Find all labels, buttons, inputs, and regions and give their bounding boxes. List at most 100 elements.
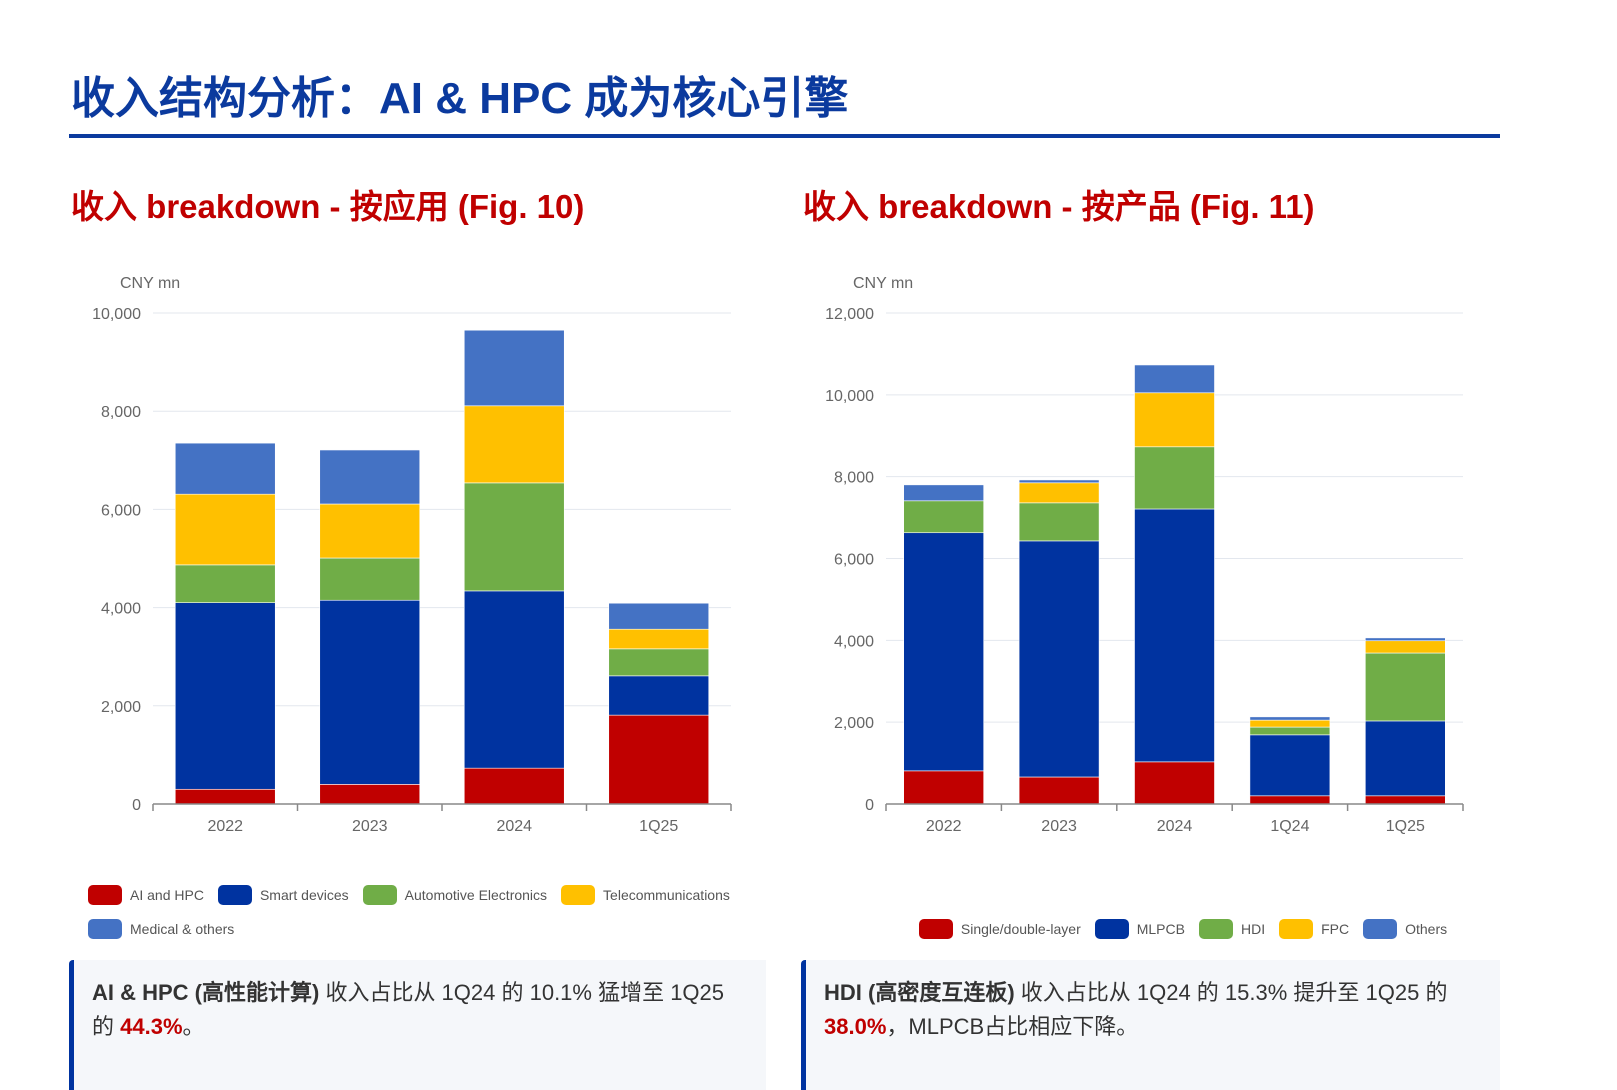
legend-swatch (561, 885, 596, 905)
bar-segment (1134, 508, 1215, 763)
bar-segment (1365, 652, 1446, 722)
bar-segment (1134, 364, 1215, 394)
bar-segment (903, 484, 985, 502)
legend-item: Single/double-layer (918, 912, 1081, 946)
x-tick-label: 1Q25 (639, 818, 678, 835)
legend-swatch (1094, 919, 1129, 939)
legend-swatch (88, 919, 122, 939)
bar-segment (1018, 540, 1100, 778)
legend-label: AI and HPC (130, 887, 204, 903)
bar-segment (903, 770, 985, 805)
legend-item: Telecommunications (561, 878, 730, 912)
bar-segment (463, 482, 565, 592)
legend-swatch (88, 885, 122, 905)
x-tick-label: 2024 (1157, 818, 1193, 835)
y-tick-label: 0 (865, 797, 874, 814)
x-tick-label: 2023 (352, 818, 388, 835)
bar-segment (1249, 795, 1331, 805)
y-tick-label: 2,000 (834, 715, 874, 732)
bar-segment (1018, 502, 1100, 542)
bar-segment (608, 602, 710, 630)
legend-item: HDI (1198, 912, 1266, 946)
callout-text: 收入占比从 1Q24 的 10.1% 猛增至 1Q25 的 (92, 980, 725, 1039)
bar-segment (608, 628, 710, 650)
legend-label: FPC (1321, 921, 1350, 937)
x-tick-label: 2022 (926, 818, 962, 835)
x-tick-label: 2023 (1041, 818, 1077, 835)
bar-segment (1134, 392, 1215, 448)
legend-label: Medical & others (130, 921, 235, 937)
bar-segment (463, 767, 565, 805)
title-divider (69, 134, 1500, 138)
bar-segment (1365, 640, 1446, 654)
y-tick-label: 6,000 (101, 502, 141, 519)
legend-label: Smart devices (259, 887, 349, 903)
legend-swatch (1363, 919, 1398, 939)
legend-product: Single/double-layer MLPCB HDI FPC Others (880, 912, 1500, 946)
bar-segment (463, 405, 565, 484)
legend-item: MLPCB (1094, 912, 1185, 946)
callout-ai-hpc: AI & HPC (高性能计算) 收入占比从 1Q24 的 10.1% 猛增至 … (69, 960, 766, 1090)
y-tick-label: 10,000 (825, 388, 874, 405)
bar-segment (1365, 637, 1446, 642)
y-tick-label: 12,000 (825, 306, 874, 323)
y-tick-label: 8,000 (834, 470, 874, 487)
bar-segment (1365, 720, 1446, 797)
bar-segment (1249, 734, 1331, 797)
y-tick-label: 4,000 (834, 633, 874, 650)
y-axis-unit-application: CNY mn (120, 275, 181, 292)
legend-item: Others (1363, 912, 1447, 946)
chart-title-application: 收入 breakdown - 按应用 (Fig. 10) (71, 188, 585, 225)
x-tick-label: 2022 (207, 818, 243, 835)
bar-segment (319, 599, 421, 785)
bar-segment (174, 564, 276, 603)
callout-bold: AI & HPC (高性能计算) (92, 980, 320, 1005)
callout-text: 收入占比从 1Q24 的 15.3% 提升至 1Q25 的 (1014, 980, 1448, 1005)
callout-highlight: 38.0% (824, 1014, 887, 1039)
legend-item: Smart devices (217, 878, 349, 912)
legend-swatch (217, 885, 252, 905)
y-tick-label: 8,000 (101, 404, 141, 421)
bar-segment (463, 590, 565, 769)
bar-segment (174, 442, 276, 495)
legend-label: MLPCB (1136, 921, 1185, 937)
legend-swatch (918, 919, 953, 939)
bar-segment (1134, 761, 1215, 805)
legend-swatch (362, 885, 397, 905)
legend-label: Single/double-layer (960, 921, 1081, 937)
bar-segment (319, 557, 421, 601)
bar-segment (1365, 795, 1446, 805)
legend-label: Others (1405, 921, 1448, 937)
callout-hdi: HDI (高密度互连板) 收入占比从 1Q24 的 15.3% 提升至 1Q25… (801, 960, 1500, 1090)
y-tick-label: 2,000 (101, 699, 141, 716)
callout-tail: ，MLPCB占比相应下降。 (886, 1014, 1139, 1039)
bar-segment (174, 788, 276, 805)
callout-tail: 。 (182, 1014, 205, 1039)
bar-segment (608, 648, 710, 677)
bar-segment (319, 503, 421, 559)
bar-segment (903, 500, 985, 534)
x-tick-label: 2024 (496, 818, 532, 835)
legend-swatch (1279, 919, 1314, 939)
legend-item: Medical & others (88, 912, 234, 946)
callout-bold: HDI (高密度互连板) (824, 980, 1015, 1005)
bar-segment (319, 449, 421, 505)
bar-segment (174, 602, 276, 790)
bar-segment (608, 714, 710, 805)
legend-label: HDI (1240, 921, 1266, 937)
bar-segment (608, 675, 710, 716)
legend-swatch (1198, 919, 1233, 939)
bar-segment (1018, 776, 1100, 805)
bar-segment (1134, 446, 1215, 510)
bar-segment (1249, 726, 1331, 736)
chart-title-product: 收入 breakdown - 按产品 (Fig. 11) (803, 188, 1315, 225)
legend-item: Automotive Electronics (362, 878, 548, 912)
y-tick-label: 4,000 (101, 601, 141, 618)
bar-segment (463, 329, 565, 407)
bar-segment (1249, 716, 1331, 721)
legend-label: Automotive Electronics (404, 887, 548, 903)
bar-segment (319, 784, 421, 805)
legend-application: AI and HPC Smart devices Automotive Electr… (88, 878, 788, 946)
y-tick-label: 10,000 (92, 306, 141, 323)
